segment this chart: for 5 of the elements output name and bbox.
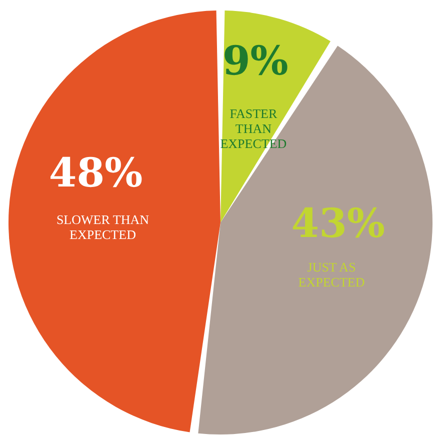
slice-label: JUST AS EXPECTED [298,259,365,290]
data-label: 9% [222,37,288,84]
data-label: 48% [48,150,143,197]
slice-label: SLOWER THAN EXPECTED [56,212,150,242]
data-label: 43% [291,200,385,247]
